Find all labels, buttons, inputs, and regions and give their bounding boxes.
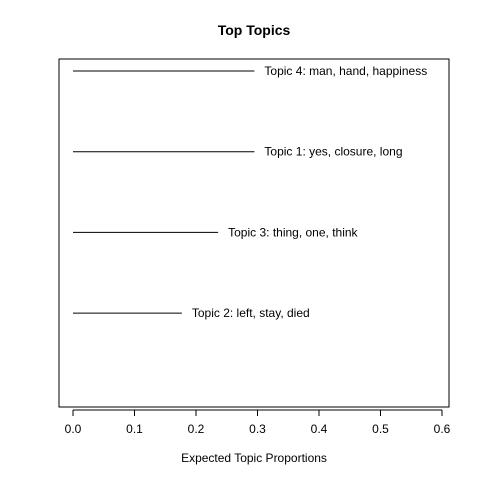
topic-bars: Topic 4: man, hand, happiness Topic 1: ye… (73, 64, 427, 320)
x-tick-label: 0.1 (126, 422, 143, 436)
plot-frame (58, 58, 450, 408)
topic-label: Topic 1: yes, closure, long (264, 145, 402, 159)
x-tick-label: 0.2 (188, 422, 205, 436)
x-tick-label: 0.4 (311, 422, 328, 436)
x-tick-label: 0.3 (249, 422, 266, 436)
chart-title: Top Topics (218, 22, 291, 38)
x-axis-label: Expected Topic Proportions (181, 451, 327, 465)
topic-label: Topic 4: man, hand, happiness (264, 64, 427, 78)
x-tick-label: 0.0 (65, 422, 82, 436)
topic-label: Topic 2: left, stay, died (192, 306, 310, 320)
x-axis: 0.0 0.1 0.2 0.3 0.4 0.5 0.6 (65, 409, 451, 436)
topic-label: Topic 3: thing, one, think (228, 225, 358, 239)
x-tick-label: 0.5 (372, 422, 389, 436)
x-tick-label: 0.6 (434, 422, 451, 436)
